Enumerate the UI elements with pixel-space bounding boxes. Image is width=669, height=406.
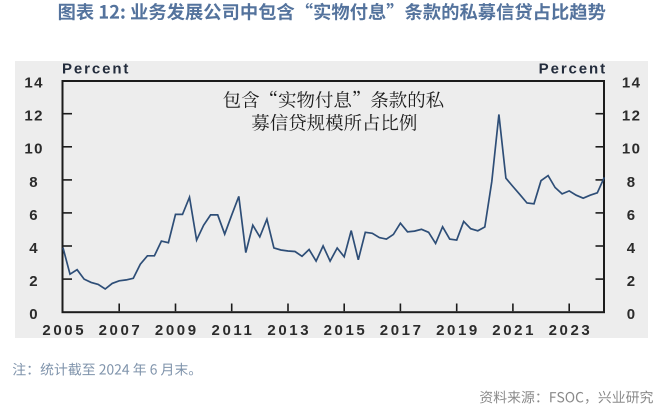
svg-text:2023: 2023: [549, 322, 593, 339]
svg-text:2019: 2019: [436, 322, 480, 339]
svg-text:10: 10: [24, 141, 44, 158]
svg-text:12: 12: [24, 108, 44, 125]
svg-text:2011: 2011: [212, 322, 255, 339]
svg-text:2013: 2013: [267, 322, 311, 339]
svg-text:8: 8: [627, 174, 637, 191]
svg-text:4: 4: [29, 240, 39, 257]
svg-text:14: 14: [622, 75, 642, 92]
svg-text:2005: 2005: [42, 322, 86, 339]
svg-text:2007: 2007: [99, 322, 143, 339]
svg-text:6: 6: [29, 207, 39, 224]
svg-text:2: 2: [627, 273, 637, 290]
svg-text:8: 8: [29, 174, 39, 191]
svg-text:2017: 2017: [380, 322, 424, 339]
svg-text:12: 12: [622, 108, 642, 125]
svg-text:0: 0: [29, 306, 39, 323]
svg-text:2: 2: [29, 273, 39, 290]
svg-text:6: 6: [627, 207, 637, 224]
svg-text:2009: 2009: [155, 322, 199, 339]
svg-text:0: 0: [627, 306, 637, 323]
svg-text:Percent: Percent: [62, 61, 130, 78]
svg-text:4: 4: [627, 240, 637, 257]
svg-text:2021: 2021: [492, 322, 536, 339]
svg-text:Percent: Percent: [539, 61, 607, 78]
svg-text:10: 10: [622, 141, 642, 158]
svg-text:2015: 2015: [324, 322, 368, 339]
svg-text:14: 14: [24, 75, 44, 92]
